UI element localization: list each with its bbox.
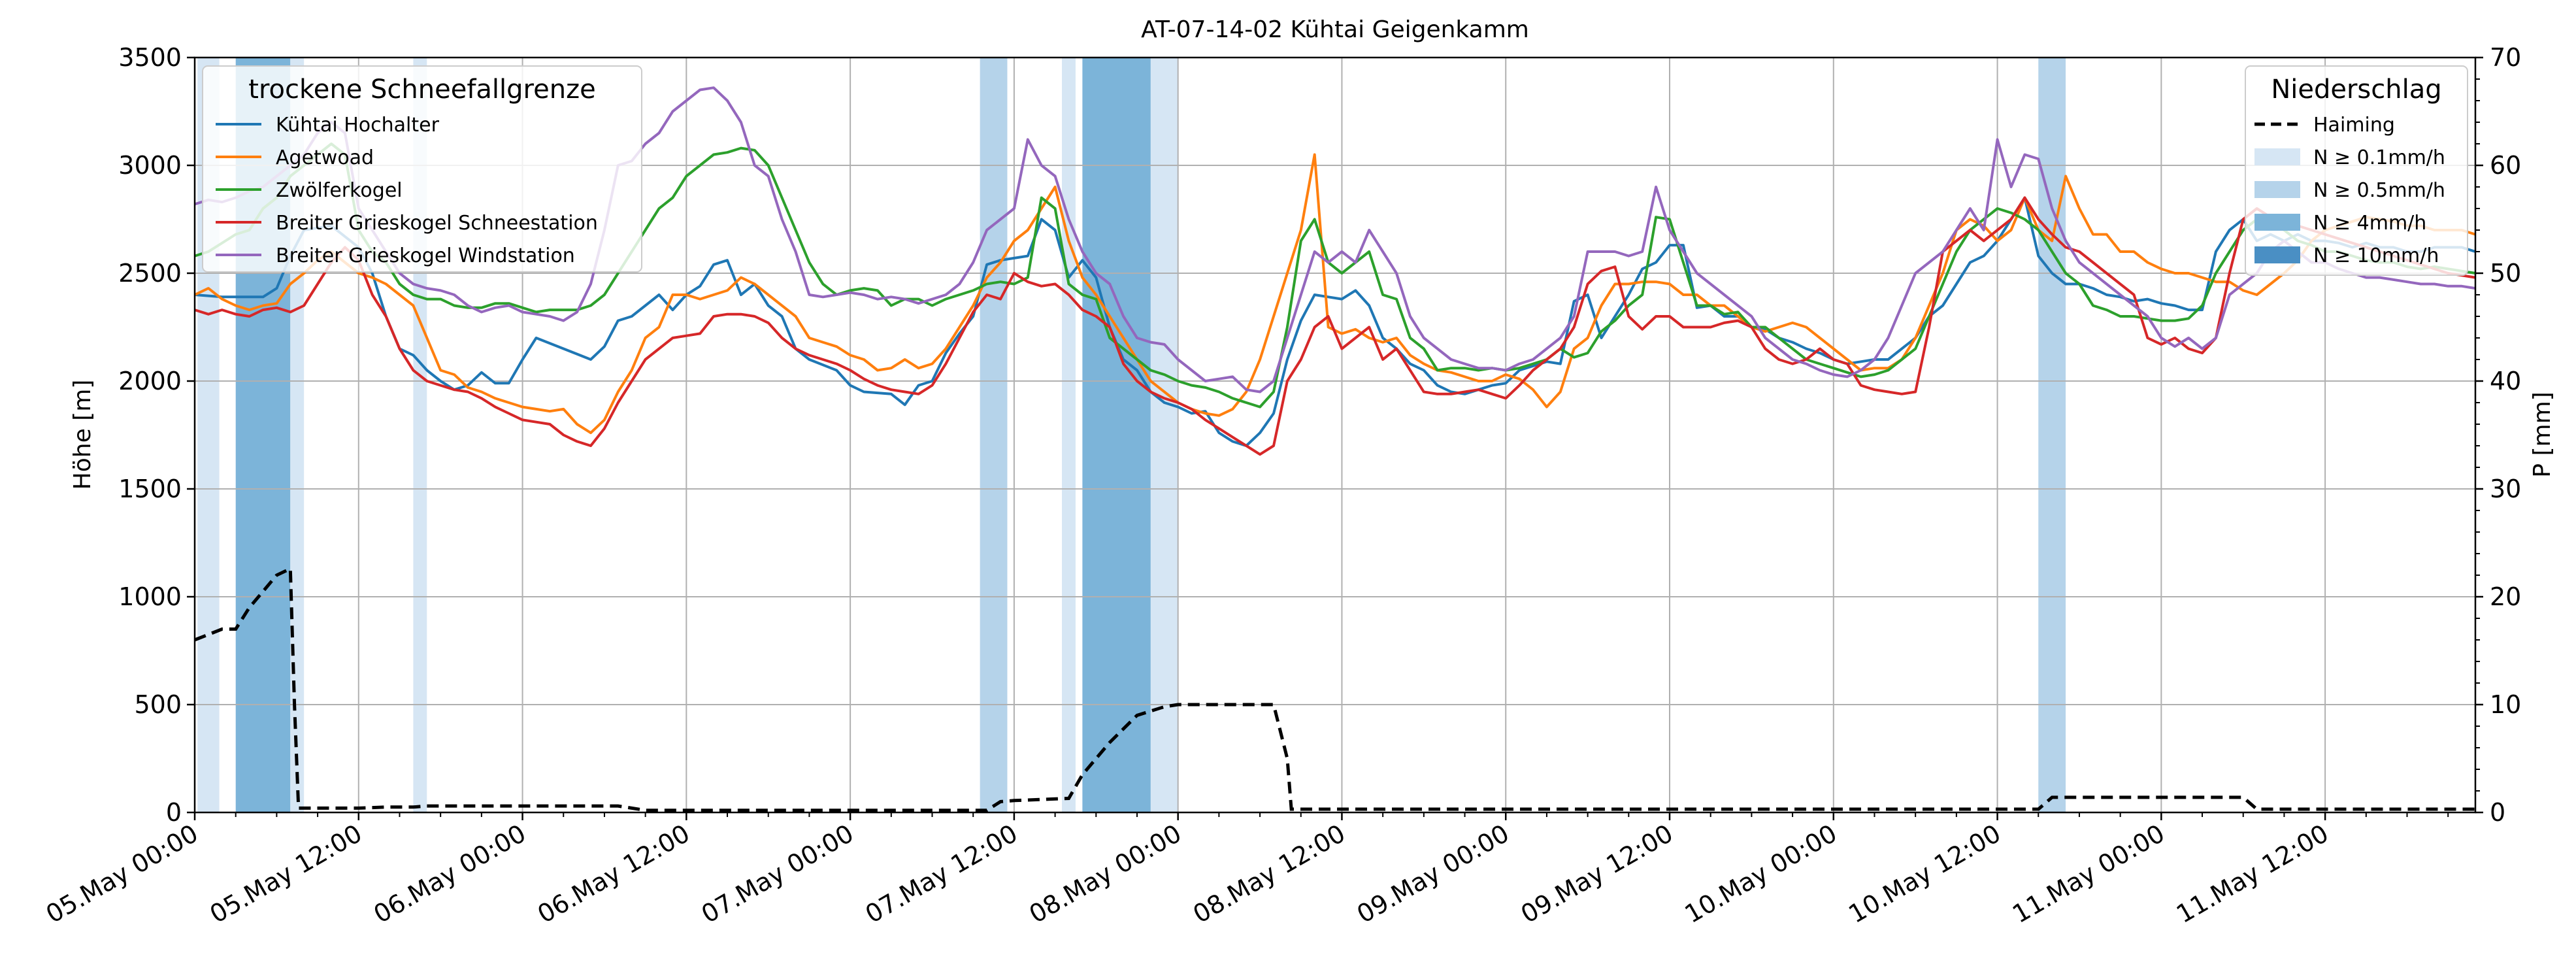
legend-right-label-3: N ≥ 4mm/h [2313, 212, 2426, 235]
tick-label-right-2: 20 [2490, 582, 2521, 611]
precip-band-6 [1082, 58, 1151, 812]
y-axis-label-left: Höhe [m] [69, 380, 96, 490]
legend-right-swatch-3 [2254, 214, 2300, 231]
chart-title: AT-07-14-02 Kühtai Geigenkamm [1141, 16, 1529, 43]
precip-band-4 [980, 58, 1008, 812]
tick-label-left-0: 0 [166, 798, 182, 827]
legend-right-label-2: N ≥ 0.5mm/h [2313, 179, 2445, 202]
tick-label-right-7: 70 [2490, 43, 2521, 72]
legend-left-label-4: Breiter Grieskogel Schneestation [276, 212, 598, 235]
legend-left-box [202, 65, 642, 273]
tick-label-left-2: 1000 [118, 582, 182, 611]
legend-right-label-1: N ≥ 0.1mm/h [2313, 146, 2445, 169]
tick-label-left-6: 3000 [118, 151, 182, 180]
series-line-5 [194, 86, 2476, 393]
legend-right: Niederschlag Haiming N ≥ 0.1mm/h N ≥ 0.5mm… [2245, 65, 2468, 276]
tick-label-left-3: 1500 [118, 475, 182, 503]
precip-band-5 [1062, 58, 1076, 812]
legend-right-title: Niederschlag [2271, 75, 2441, 105]
legend-left-label-2: Agetwoad [276, 146, 374, 169]
tick-label-left-4: 2000 [118, 367, 182, 395]
precip-band-8 [2038, 58, 2066, 812]
tick-label-right-6: 60 [2490, 151, 2521, 180]
legend-left-label-5: Breiter Grieskogel Windstation [276, 244, 575, 267]
tick-label-right-5: 50 [2490, 259, 2521, 288]
tick-label-left-1: 500 [134, 690, 182, 719]
haiming-line [194, 566, 2475, 812]
series-layer [194, 86, 2476, 812]
legend-right-label-0: Haiming [2313, 114, 2395, 137]
series-line-1 [194, 196, 2476, 447]
legend-right-swatch-4 [2254, 246, 2300, 263]
tick-label-right-0: 0 [2490, 798, 2505, 827]
tick-label-left-5: 2500 [118, 259, 182, 288]
legend-left-entries: Kühtai Hochalter Agetwoad Zwölferkogel Brei… [216, 114, 598, 267]
tick-label-left-7: 3500 [118, 43, 182, 72]
legend-left-label-3: Zwölferkogel [276, 179, 403, 202]
precip-band-7 [1150, 58, 1178, 812]
legend-left-label-1: Kühtai Hochalter [276, 114, 440, 137]
legend-right-entries: Haiming N ≥ 0.1mm/h N ≥ 0.5mm/h N ≥ 4mm/h N … [2254, 114, 2445, 267]
plot-frame [193, 56, 2477, 814]
legend-right-swatch-2 [2254, 181, 2300, 198]
tick-label-right-3: 30 [2490, 475, 2521, 503]
tick-label-right-1: 10 [2490, 690, 2521, 719]
legend-left-title: trockene Schneefallgrenze [248, 75, 595, 105]
legend-right-box [2245, 65, 2468, 276]
series-line-3 [194, 142, 2476, 409]
series-line-4 [194, 196, 2476, 456]
legend-right-label-4: N ≥ 10mm/h [2313, 244, 2439, 267]
legend-right-swatch-1 [2254, 148, 2300, 165]
tick-label-right-4: 40 [2490, 367, 2521, 395]
y-axis-label-right: P [mm] [2529, 392, 2556, 477]
legend-left: trockene Schneefallgrenze Kühtai Hochalt… [202, 65, 642, 273]
